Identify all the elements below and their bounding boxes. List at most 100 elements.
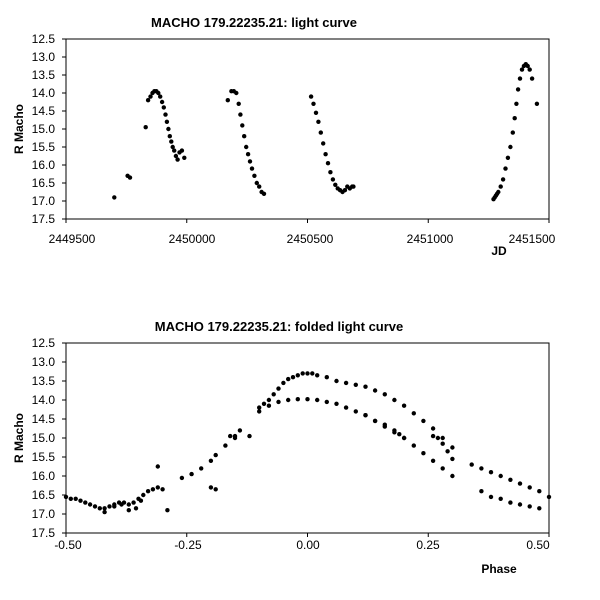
chart-1-data-point xyxy=(127,175,133,180)
chart-1-data-point xyxy=(247,159,253,164)
chart-2-data-point xyxy=(286,397,291,403)
chart-2-data-point xyxy=(334,401,339,406)
chart-2-data-point xyxy=(479,489,484,494)
chart-2-data-point xyxy=(334,378,339,384)
chart-1-data-point xyxy=(323,152,328,157)
chart-2-data-point xyxy=(508,477,513,482)
chart-1-data-point xyxy=(498,184,503,189)
chart-2-data-point xyxy=(150,487,156,492)
chart-1-data-point xyxy=(508,144,513,150)
chart-2-data-point xyxy=(126,502,131,507)
chart-2-data-point xyxy=(488,494,494,500)
chart-1-xtick-label: 2450500 xyxy=(287,232,334,246)
folded-light-curve-chart: MACHO 179.22235.21: folded light curve R… xyxy=(12,319,552,576)
chart-1-data-point xyxy=(325,161,331,166)
chart-2-data-point xyxy=(78,498,83,503)
chart-2-data-point xyxy=(546,494,552,500)
chart-2-data-point xyxy=(363,413,368,418)
chart-1-data-point xyxy=(242,134,247,139)
chart-2-data-point xyxy=(498,496,503,501)
chart-2-y-axis: 12.5 13.0 13.5 14.0 14.5 15.0 15.5 16.0 … xyxy=(32,336,56,540)
chart-2-data-point xyxy=(141,492,146,498)
chart-2-data-point xyxy=(527,504,532,509)
chart-2-data-point xyxy=(276,386,281,391)
chart-2-data-point xyxy=(133,506,139,511)
chart-1-data-point xyxy=(166,126,171,132)
chart-1-data-point xyxy=(500,177,506,182)
chart-2-data-point xyxy=(276,399,281,405)
chart-2-data-point xyxy=(310,371,315,376)
chart-1-data-point xyxy=(318,130,323,135)
chart-2-data-point xyxy=(290,375,296,380)
chart-1-data-point xyxy=(496,189,501,195)
chart-2-data-point xyxy=(208,458,214,463)
chart-1-data-point xyxy=(175,157,180,162)
chart-2-data-point xyxy=(295,373,300,378)
chart-1-data-point xyxy=(234,90,239,96)
chart-1-ylabel: R Macho xyxy=(12,104,26,154)
chart-2-data-point xyxy=(102,509,107,515)
chart-1-y-axis: 12.5 13.0 13.5 14.0 14.5 15.0 15.5 16.0 … xyxy=(32,32,56,226)
chart-2-xtick-label: 0.00 xyxy=(296,538,320,552)
chart-1-data-point xyxy=(225,98,230,103)
chart-1-x-axis: 2449500 2450000 2450500 2451000 2451500 xyxy=(49,232,556,246)
chart-1-data-point xyxy=(145,98,151,103)
chart-2-data-point xyxy=(382,422,387,427)
chart-2-data-point xyxy=(165,508,170,513)
chart-2-data-point xyxy=(450,473,455,479)
chart-1-data-point xyxy=(351,184,356,189)
chart-1-data-point xyxy=(261,191,267,196)
chart-2-data-point xyxy=(527,485,532,490)
chart-2-tick-marks xyxy=(62,342,550,537)
chart-1-ytick-label: 16.5 xyxy=(32,176,56,190)
chart-2-data-point xyxy=(145,489,151,494)
chart-2-data-point xyxy=(107,504,112,509)
chart-2-data-point xyxy=(479,466,484,471)
chart-2-data-point xyxy=(450,445,455,450)
chart-1-data-point xyxy=(313,110,319,116)
chart-1-xlabel: JD xyxy=(491,244,507,258)
light-curve-chart: MACHO 179.22235.21: light curve R Macho … xyxy=(12,15,556,258)
chart-1-data-point xyxy=(172,148,177,153)
chart-2-data-point xyxy=(353,409,358,414)
chart-2-data-point xyxy=(324,375,329,380)
chart-2-ylabel: R Macho xyxy=(12,413,26,463)
chart-2-data-point xyxy=(247,433,252,439)
chart-2-data-point xyxy=(450,456,455,462)
chart-2-data-point xyxy=(286,376,291,382)
chart-1-data-points xyxy=(112,61,540,202)
chart-1-data-point xyxy=(519,67,525,72)
chart-2-data-point xyxy=(411,411,416,416)
chart-2-data-point xyxy=(223,443,228,448)
chart-2-data-point xyxy=(295,397,300,402)
chart-2-data-point xyxy=(440,435,445,441)
chart-1-data-point xyxy=(112,195,117,200)
chart-2-data-point xyxy=(83,500,88,505)
chart-1-ytick-label: 13.0 xyxy=(32,50,56,64)
chart-1-data-point xyxy=(236,101,241,107)
chart-2-data-point xyxy=(401,403,407,408)
chart-1-data-point xyxy=(254,180,259,186)
chart-2-data-point xyxy=(498,473,503,479)
chart-1-data-point xyxy=(173,153,179,159)
chart-2-data-point xyxy=(63,494,69,500)
chart-1-data-point xyxy=(515,87,521,92)
chart-1-title: MACHO 179.22235.21: light curve xyxy=(151,15,357,30)
chart-2-data-point xyxy=(257,409,262,414)
chart-2-data-point xyxy=(213,487,218,492)
chart-2-data-point xyxy=(508,500,513,505)
chart-1-data-point xyxy=(525,63,530,69)
chart-2-ytick-label: 14.5 xyxy=(32,412,56,426)
chart-1-ytick-label: 15.5 xyxy=(32,140,56,154)
chart-2-data-point xyxy=(87,502,93,507)
chart-1-data-point xyxy=(328,170,333,175)
chart-2-ytick-label: 12.5 xyxy=(32,336,56,350)
chart-2-data-point xyxy=(237,428,243,433)
chart-1-data-point xyxy=(156,90,161,96)
chart-2-ytick-label: 16.5 xyxy=(32,488,56,502)
chart-2-data-point xyxy=(119,502,124,507)
chart-2-xtick-label: 0.25 xyxy=(416,538,440,552)
chart-2-xtick-label: -0.25 xyxy=(174,538,202,552)
chart-1-data-point xyxy=(311,101,316,107)
